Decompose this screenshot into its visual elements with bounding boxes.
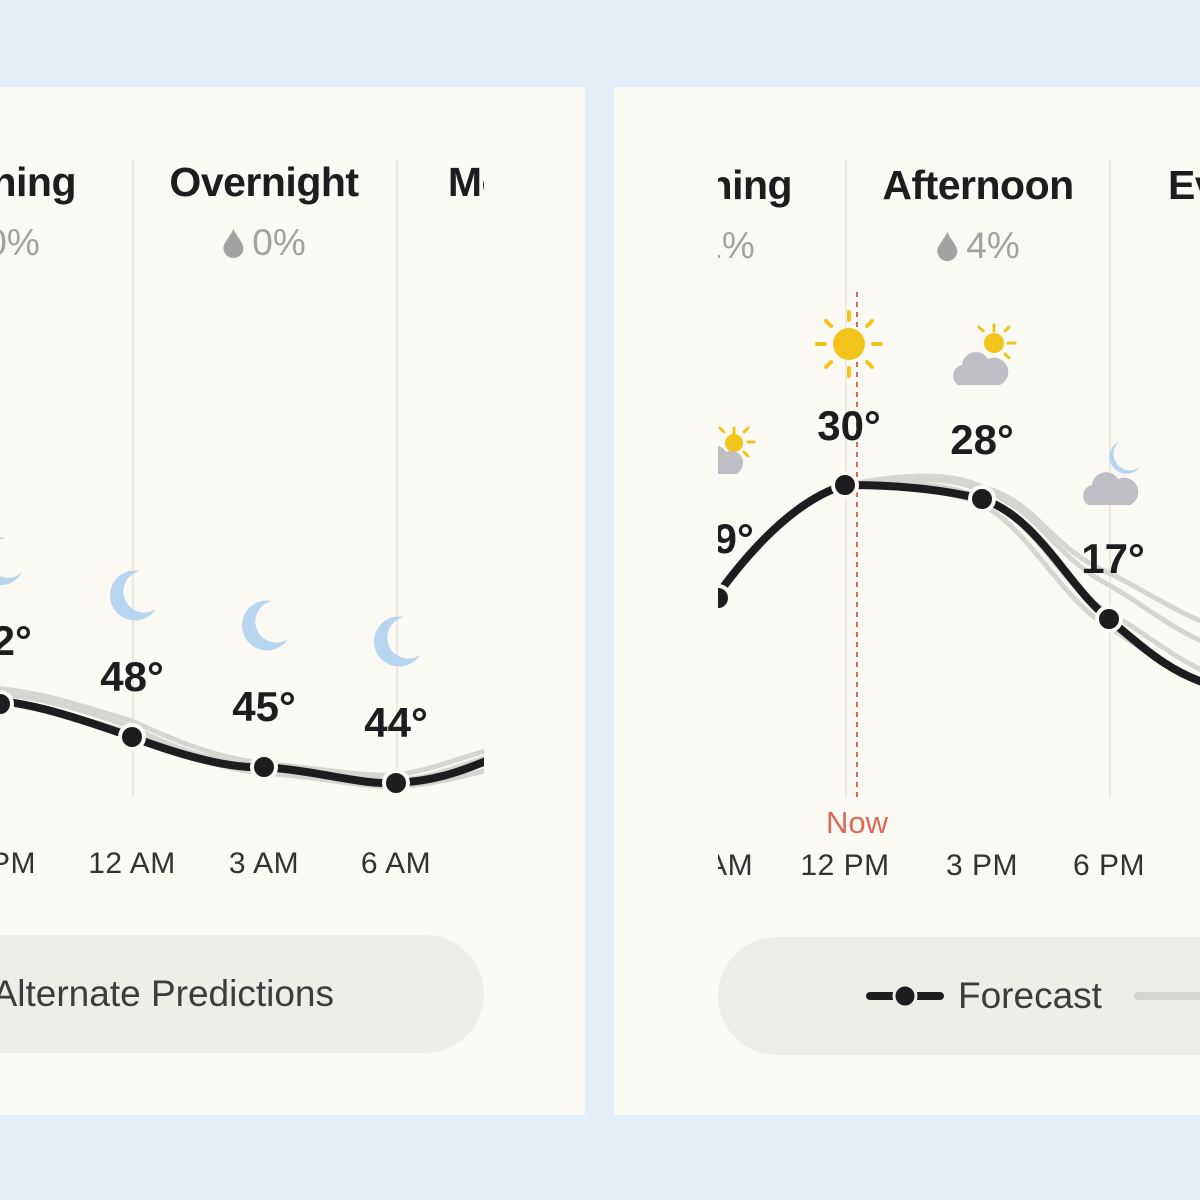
forecast-points bbox=[718, 471, 1123, 633]
forecast-point bbox=[1095, 605, 1123, 633]
forecast-point bbox=[250, 753, 278, 781]
raindrop-icon bbox=[937, 232, 958, 261]
partly-sunny-icon bbox=[718, 426, 756, 474]
time-label: 12 PM bbox=[800, 849, 890, 882]
time-label: 9 AM bbox=[718, 849, 754, 882]
time-label: 9 PM bbox=[0, 847, 37, 880]
alternate-predictions-label: Alternate Predictions bbox=[0, 973, 334, 1014]
precip-chance: 4% bbox=[966, 225, 1020, 266]
forecast-point bbox=[382, 769, 410, 797]
hourly-forecast-card-left: Evening 0% Overnight 0% Morning bbox=[0, 87, 585, 1115]
moon-icon bbox=[241, 600, 288, 651]
period-divider bbox=[132, 159, 134, 797]
chart-legend: Forecast bbox=[718, 937, 1200, 1055]
hourly-forecast-card-right: Morning 1% Afternoon 4% Evening bbox=[614, 87, 1200, 1115]
temperature-label: 29° bbox=[718, 515, 754, 562]
temperature-label: 28° bbox=[950, 416, 1014, 463]
temperature-label: 52° bbox=[0, 617, 32, 664]
temperature-line-chart bbox=[0, 686, 484, 797]
period-name: Morning bbox=[447, 159, 484, 205]
period-name: Evening bbox=[1168, 162, 1200, 208]
raindrop-icon bbox=[223, 229, 244, 258]
temperature-label: 17° bbox=[1081, 535, 1145, 582]
forecast-points bbox=[0, 690, 410, 797]
alternate-predictions-button[interactable]: Alternate Predictions bbox=[0, 935, 484, 1053]
precip-chance: 0% bbox=[0, 222, 40, 263]
time-label: 3 PM bbox=[945, 849, 1019, 882]
hourly-chart-scroll[interactable]: Morning 1% Afternoon 4% Evening bbox=[718, 87, 1200, 1115]
partly-sunny-icon bbox=[953, 323, 1017, 385]
forecast-point bbox=[118, 723, 146, 751]
time-label: 6 AM bbox=[360, 847, 432, 880]
temperature-label: 48° bbox=[100, 653, 164, 700]
time-label: 12 AM bbox=[88, 847, 176, 880]
time-label: 3 AM bbox=[228, 847, 300, 880]
forecast-line bbox=[718, 480, 1200, 686]
period-overnight: Overnight 0% bbox=[169, 159, 359, 264]
period-evening: Evening bbox=[1168, 162, 1200, 255]
period-morning: Morning bbox=[448, 159, 484, 206]
period-morning: Morning 1% bbox=[718, 162, 793, 267]
alternate-prediction-lines bbox=[842, 473, 1200, 684]
period-afternoon: Afternoon 4% bbox=[882, 162, 1074, 267]
moon-icon bbox=[373, 616, 420, 667]
temperature-label: 44° bbox=[364, 699, 428, 746]
forecast-point bbox=[718, 584, 732, 612]
temperature-line-chart bbox=[718, 292, 1200, 797]
period-name: Morning bbox=[718, 162, 793, 208]
period-evening: Evening 0% bbox=[0, 159, 76, 264]
period-divider bbox=[396, 159, 398, 797]
forecast-point bbox=[831, 471, 859, 499]
forecast-point bbox=[0, 690, 14, 718]
temperature-label: 30° bbox=[817, 402, 881, 449]
sun-icon bbox=[815, 310, 883, 378]
period-name: Afternoon bbox=[882, 162, 1074, 208]
forecast-legend-icon bbox=[866, 984, 944, 1008]
alternate-legend-icon bbox=[1133, 992, 1200, 1000]
forecast-legend-label: Forecast bbox=[958, 975, 1102, 1016]
period-name: Evening bbox=[0, 159, 76, 205]
precip-chance: 0% bbox=[252, 222, 306, 263]
moon-icon bbox=[0, 537, 22, 586]
moon-cloud-icon bbox=[1083, 441, 1140, 505]
precip-chance: 1% bbox=[718, 225, 755, 266]
temperature-label: 45° bbox=[232, 683, 296, 730]
period-name: Overnight bbox=[169, 159, 359, 205]
time-label: 6 PM bbox=[1072, 849, 1146, 882]
moon-icon bbox=[109, 570, 156, 621]
forecast-point bbox=[968, 485, 996, 513]
now-label: Now bbox=[825, 805, 889, 840]
hourly-chart-scroll[interactable]: Evening 0% Overnight 0% Morning bbox=[0, 87, 484, 1115]
